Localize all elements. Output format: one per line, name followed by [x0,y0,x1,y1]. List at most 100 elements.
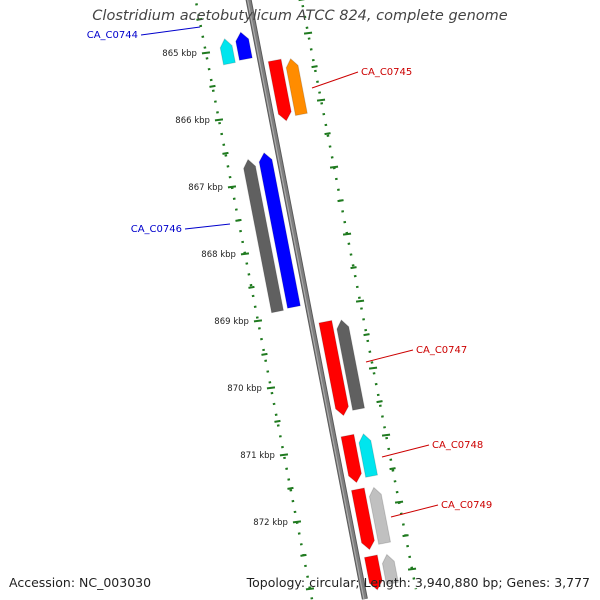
forward-track-tick [376,400,383,404]
gene-companion-bar-body [359,433,378,478]
gene-arrow-forward-edge [318,319,349,417]
reverse-track-tick [201,51,211,55]
genome-backbone [246,0,367,600]
forward-track-tick [303,31,313,35]
gene-label-leader [381,444,430,458]
gene-label: CA_C0745 [361,67,412,78]
forward-track-tick [407,567,417,571]
scale-tick-label: 871 kbp [240,451,275,461]
forward-track-tick [329,165,339,169]
gene-companion-bar [368,486,392,545]
gene-arrow-forward-body [268,59,292,121]
gene-companion-bar-edge [285,57,308,117]
scale-tick-label: 869 kbp [214,317,249,327]
reverse-track-tick [279,453,289,457]
gene-companion-bar-edge [219,38,236,66]
forward-track-tick [363,333,370,337]
forward-track-tick [337,199,344,203]
reverse-track-tick [222,151,229,155]
gene-arrow-forward-body [351,487,375,550]
gene-companion-bar-edge [368,486,392,545]
forward-track-tick [368,366,378,370]
gene-companion-bar-body [286,58,308,116]
forward-track-tick [389,467,396,471]
forward-track-tick [316,98,326,102]
gene-arrow-forward [267,58,292,122]
gene-arrow-forward-edge [350,487,375,551]
gene-companion-bar [358,433,379,478]
gene-label: CA_C0748 [432,440,483,451]
forward-track-tick [355,299,365,303]
gene-arrow-reverse-body [259,152,301,309]
gene-companion-bar-body [336,320,365,411]
gene-companion-bar-edge [336,319,366,411]
gene-label: CA_C0749 [441,500,492,511]
forward-track-tick [350,266,357,270]
gene-companion-bar [336,319,366,411]
gene-label-leader [311,71,359,89]
gene-arrow-forward-body [364,554,383,590]
map-title: Clostridium acetobutylicum ATCC 824, com… [92,8,508,24]
forward-track-tick [381,433,391,437]
gene-companion-bar [243,158,285,314]
gene-arrow-reverse [235,31,253,61]
scale-tick-label: 872 kbp [253,518,288,528]
gene-arrow-forward-body [341,434,362,483]
gene-arrow-forward-edge [340,433,362,484]
reverse-track-tick [209,84,216,88]
reverse-track-tick [240,252,250,256]
gene-arrow-forward [350,487,375,551]
gene-companion-bar-body [382,554,399,585]
forward-track-tick [394,500,404,504]
gene-label-leader [390,504,439,518]
gene-arrow-forward [340,433,362,484]
gene-arrow-reverse-body [235,32,253,61]
gene-arrow-forward-edge [363,554,383,591]
gene-companion-bar-edge [243,158,285,314]
reverse-track-tick [235,218,242,222]
reverse-track-tick [300,553,307,557]
gene-arrow-forward [363,554,383,591]
reverse-track-tick [214,118,224,122]
gene-companion-bar-edge [381,553,399,586]
genome-backbone-highlight [247,0,365,600]
gene-companion-bar-body [243,159,284,313]
gene-arrow-reverse-edge [258,152,301,309]
gene-label: CA_C0746 [131,224,182,235]
reverse-track-tick [287,486,294,490]
gene-companion-bar-body [220,38,236,65]
reverse-track-tick [274,419,281,423]
accession-text: Accession: NC_003030 [9,575,152,590]
reverse-track-tick [305,587,315,591]
gene-arrow-forward-body [318,320,349,416]
gene-companion-bar [219,38,236,66]
genome-summary-text: Topology: circular; Length: 3,940,880 bp… [246,575,590,590]
reverse-track-tick [196,17,203,21]
forward-track-tick [342,232,352,236]
gene-companion-bar-edge [358,433,379,478]
reverse-track-tick [266,386,276,390]
forward-track-tick [324,132,331,136]
scale-tick-label: 867 kbp [188,183,223,193]
gene-label: CA_C0747 [416,345,467,356]
gene-companion-bar [381,553,399,586]
reverse-track-tick [253,319,263,323]
gene-arrow-reverse-edge [235,31,253,61]
gene-label-leader [365,349,414,363]
reverse-track-tick [292,520,302,524]
reverse-track-tick [261,352,268,356]
reverse-track-tick [227,185,237,189]
reverse-track-tick [248,285,255,289]
scale-tick-label: 870 kbp [227,384,262,394]
scale-tick-label: 865 kbp [162,49,197,59]
gene-arrow-forward [318,319,349,417]
scale-tick-label: 866 kbp [175,116,210,126]
gene-label: CA_C0744 [87,30,138,41]
forward-track-tick [402,534,409,538]
gene-arrow-reverse [258,152,301,309]
forward-track-tick [311,65,318,69]
gene-label-leader [140,26,201,36]
gene-label-leader [184,223,231,230]
